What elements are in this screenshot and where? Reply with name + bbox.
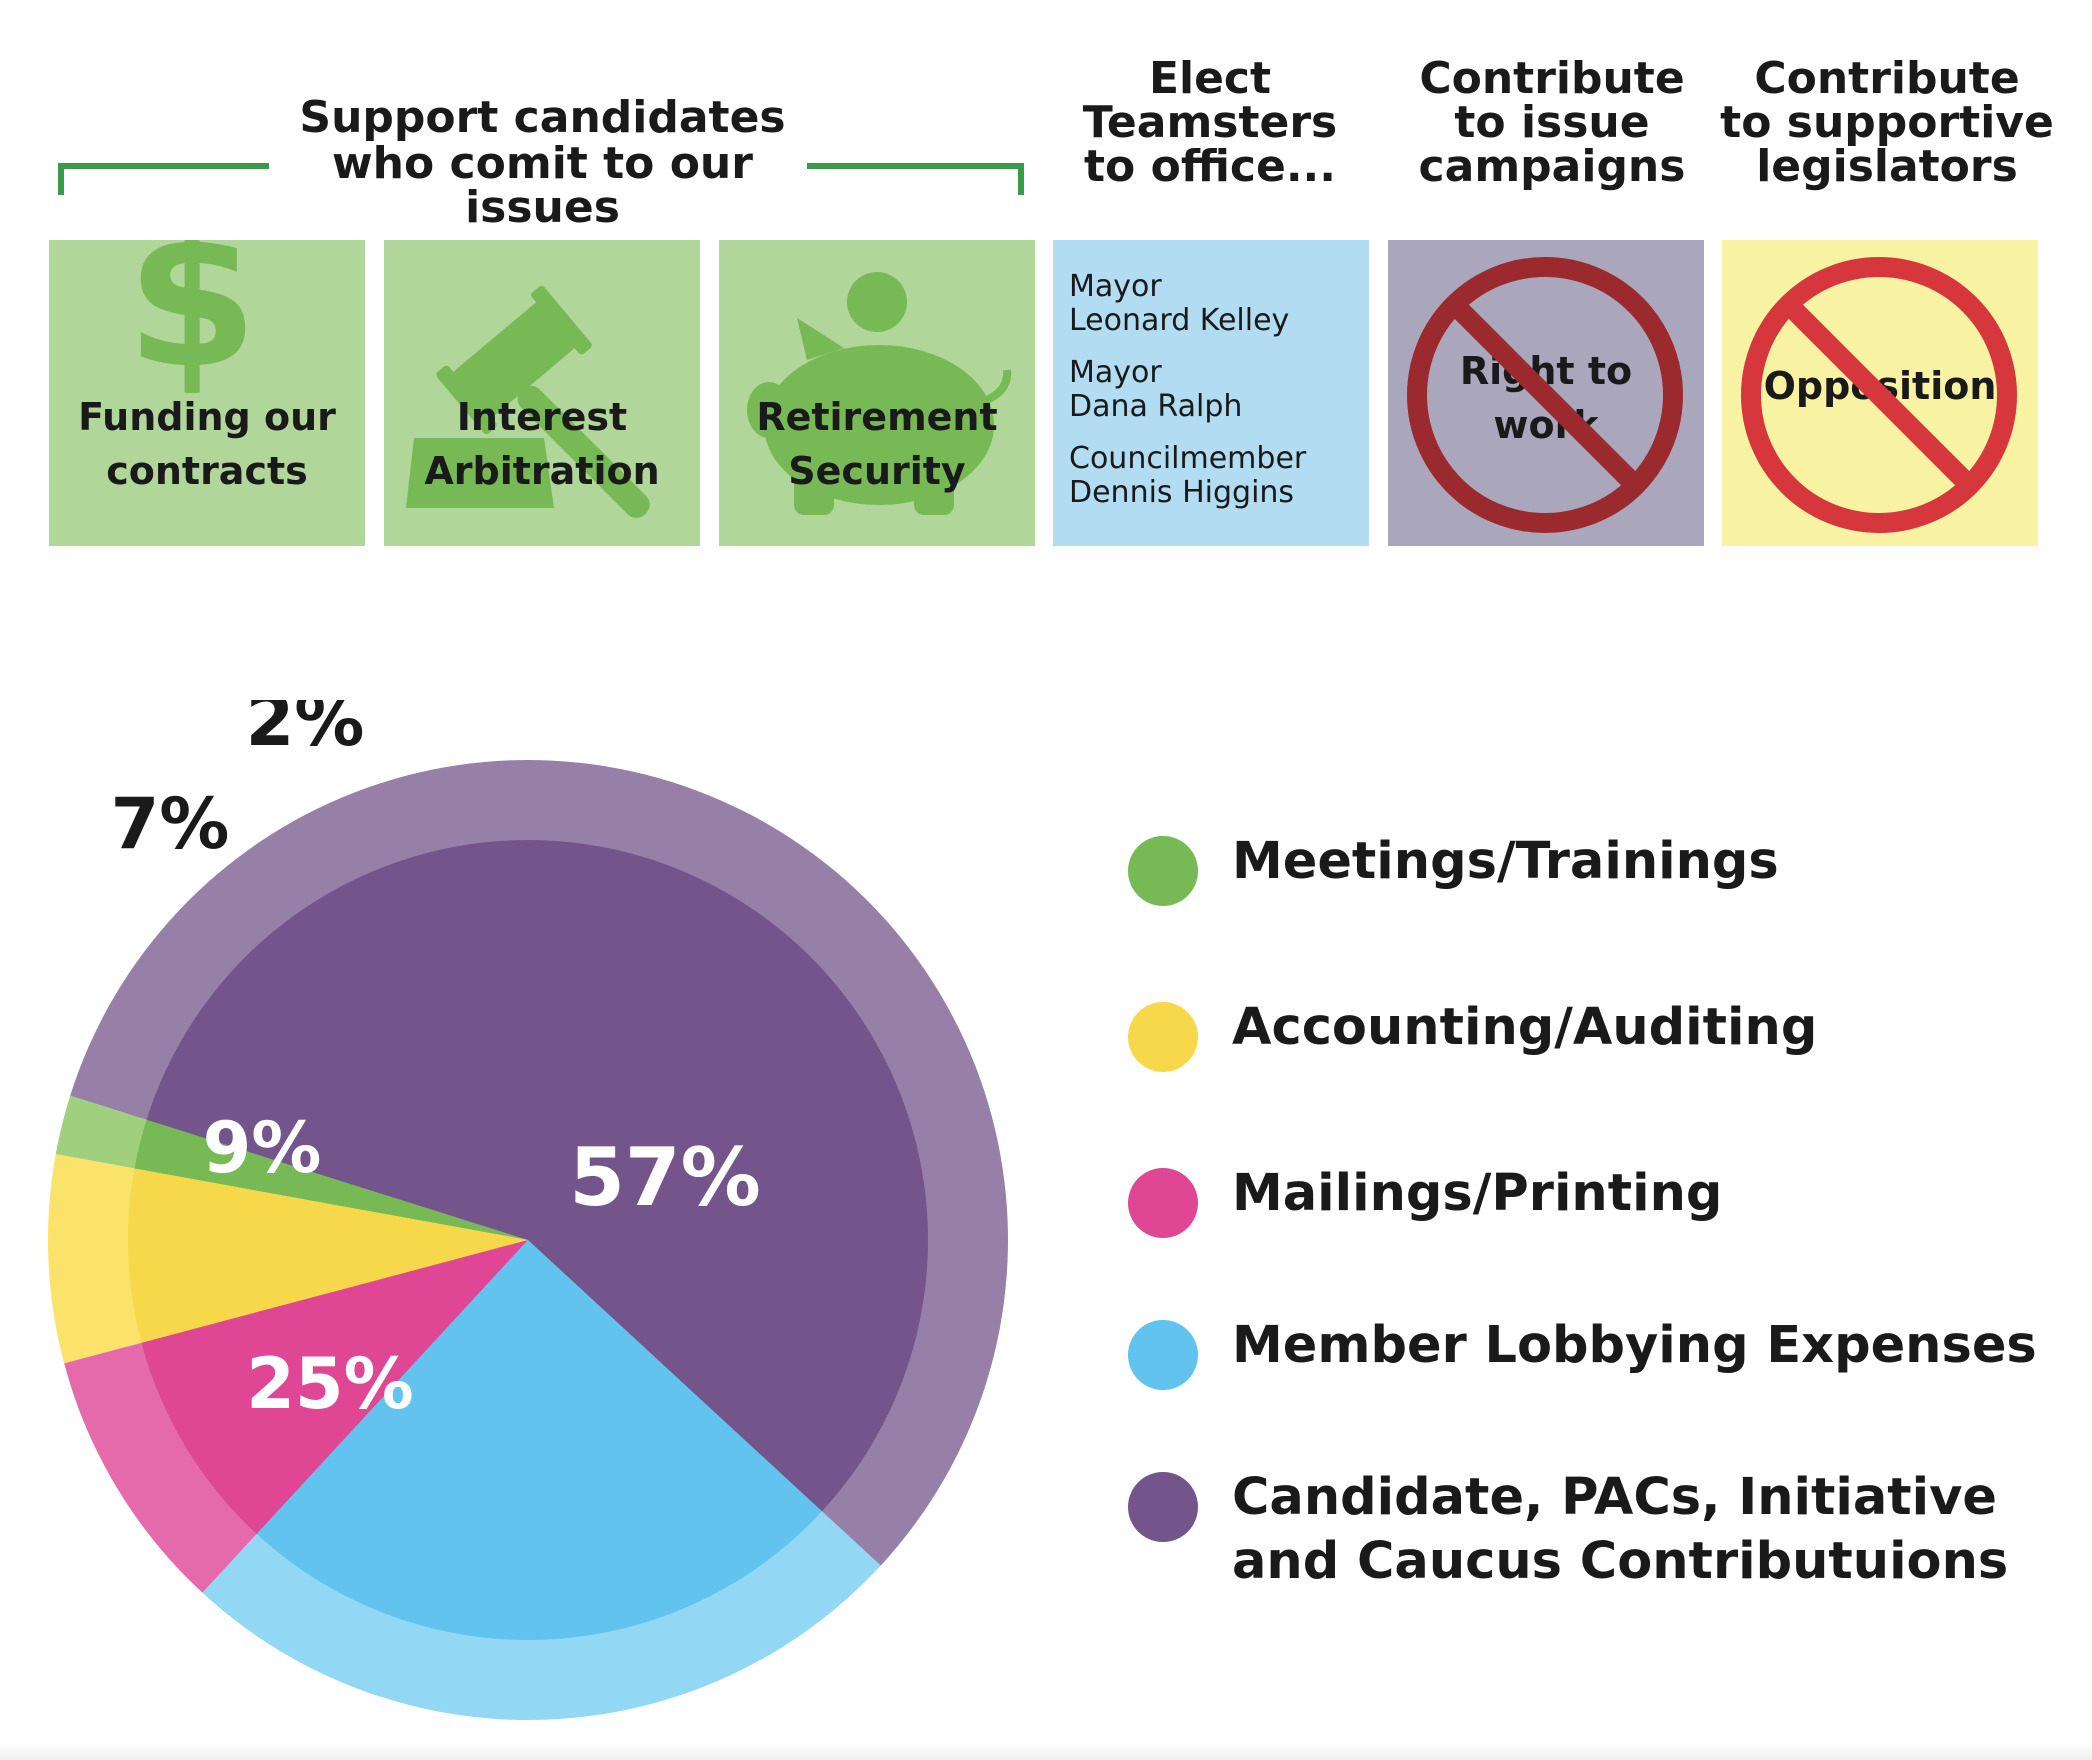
pie-data-label: 9% xyxy=(203,1107,322,1189)
support-bracket xyxy=(58,163,1024,195)
legend-label: Candidate, PACs, Initiative xyxy=(1232,1468,1997,1527)
dollar-sign-icon: $ xyxy=(126,240,258,410)
elected-entry: Mayor Dana Ralph xyxy=(1069,356,1242,424)
legend-swatch xyxy=(1128,1168,1198,1238)
legend-swatch xyxy=(1128,1320,1198,1390)
tile-funding-label2: contracts xyxy=(106,449,308,493)
pie-data-label: 57% xyxy=(569,1131,760,1224)
pie-data-label: 25% xyxy=(246,1343,414,1425)
elect-heading: Elect Teamsters to office... xyxy=(1052,57,1368,189)
piggy-bank-icon xyxy=(747,272,1012,515)
svg-text:$: $ xyxy=(126,240,258,410)
pie-slice xyxy=(146,839,929,1512)
tile-funding-contracts: $ Funding our contracts xyxy=(49,240,365,546)
elect-heading-line3: to office... xyxy=(1084,141,1336,192)
legend-label: Member Lobbying Expenses xyxy=(1232,1316,2037,1375)
issue-heading-line1: Contribute xyxy=(1419,53,1685,104)
legend-label: Meetings/Trainings xyxy=(1232,832,1779,891)
legend-label: Mailings/Printing xyxy=(1232,1164,1723,1223)
support-heading: Support candidates who comit to our issu… xyxy=(270,96,815,230)
pie-data-label: 2% xyxy=(246,700,365,762)
pie-slice xyxy=(141,1240,528,1534)
tile-arbitration-label1: Interest xyxy=(456,395,628,439)
tile-retirement-security: Retirement Security xyxy=(719,240,1035,546)
tile-arbitration-label2: Arbitration xyxy=(424,449,660,493)
elected-name: Dana Ralph xyxy=(1069,389,1243,424)
legislators-heading: Contribute to supportive legislators xyxy=(1717,57,2057,189)
elected-title: Mayor xyxy=(1069,269,1162,304)
elected-title: Councilmember xyxy=(1069,441,1307,476)
prohibited-icon xyxy=(1407,257,1683,533)
elected-title: Mayor xyxy=(1069,355,1162,390)
legend-label-line2: and Caucus Contributuions xyxy=(1232,1532,2009,1591)
elected-entry: Mayor Leonard Kelley xyxy=(1069,270,1289,338)
legend-swatch xyxy=(1128,1472,1198,1542)
elected-entry: Councilmember Dennis Higgins xyxy=(1069,442,1306,510)
page-bottom-shade xyxy=(0,1742,2092,1760)
tile-elect-officials: Mayor Leonard Kelley Mayor Dana Ralph Co… xyxy=(1053,240,1369,546)
elected-name: Dennis Higgins xyxy=(1069,475,1295,510)
pie-slice xyxy=(256,1240,822,1640)
tile-right-to-work: Right to work xyxy=(1388,240,1704,546)
issue-heading-line2: to issue xyxy=(1454,97,1650,148)
legislators-heading-line2: to supportive xyxy=(1720,97,2054,148)
pie-chart: 2% 7% 9% 25% 57% xyxy=(47,700,1008,1720)
elect-heading-line1: Elect xyxy=(1148,53,1272,104)
gavel-icon xyxy=(406,285,650,518)
elected-name: Leonard Kelley xyxy=(1069,303,1290,338)
legend-label: Accounting/Auditing xyxy=(1232,998,1818,1057)
prohibited-icon xyxy=(1741,257,2017,533)
support-heading-line1: Support candidates xyxy=(299,92,786,143)
tile-opposition: Opposition xyxy=(1722,240,2038,546)
tile-retirement-label2: Security xyxy=(788,449,966,493)
tile-interest-arbitration: Interest Arbitration xyxy=(384,240,700,546)
elect-heading-line2: Teamsters xyxy=(1082,97,1338,148)
tile-retirement-label1: Retirement xyxy=(756,395,998,439)
support-heading-line2: who comit to our issues xyxy=(332,138,753,233)
pie-data-label: 7% xyxy=(111,783,230,865)
legislators-heading-line3: legislators xyxy=(1756,141,2018,192)
issue-heading-line3: campaigns xyxy=(1418,141,1686,192)
legend-swatch xyxy=(1128,836,1198,906)
issue-heading: Contribute to issue campaigns xyxy=(1387,57,1717,189)
pie-slice xyxy=(127,1168,528,1343)
legend-swatch xyxy=(1128,1002,1198,1072)
legislators-heading-line1: Contribute xyxy=(1754,53,2020,104)
pie-slice xyxy=(134,1119,528,1240)
tile-funding-label1: Funding our xyxy=(78,395,336,439)
